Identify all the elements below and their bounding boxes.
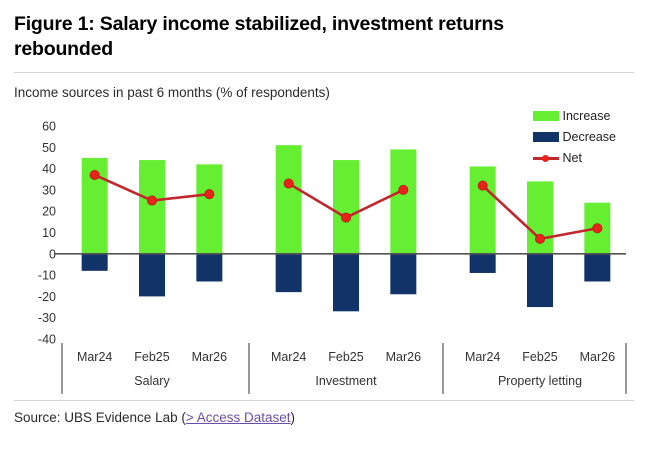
legend-label-net: Net [562, 151, 582, 166]
x-axis-tick-label: Mar24 [77, 350, 112, 364]
title-divider [14, 71, 634, 73]
net-data-point[interactable] [477, 180, 488, 191]
legend-swatch-net [532, 153, 559, 163]
x-axis-tick-label: Mar26 [386, 350, 421, 364]
source-prefix: Source: UBS Evidence Lab ( [14, 409, 186, 425]
plot-wrapper: Increase Decrease Net 60 50 40 30 20 10 0 -10 -2… [14, 104, 634, 394]
bar-increase[interactable] [139, 159, 165, 254]
legend-item-decrease[interactable]: Decrease [532, 127, 617, 148]
bar-decrease[interactable] [527, 253, 553, 307]
net-data-point[interactable] [592, 223, 603, 234]
y-axis-tick-label: -40 [38, 332, 56, 346]
x-axis-tick-label: Mar26 [192, 350, 227, 364]
bar-decrease[interactable] [390, 253, 417, 295]
bar-chart-svg[interactable]: 60 50 40 30 20 10 0 -10 -20 -30 -40 Mar24 Feb25 Mar26… [14, 104, 634, 394]
figure-subtitle: Income sources in past 6 months (% of re… [14, 84, 330, 100]
bar-increase[interactable] [390, 149, 417, 254]
net-data-point[interactable] [204, 189, 215, 200]
bar-decrease[interactable] [196, 253, 223, 282]
net-data-point[interactable] [283, 178, 294, 189]
y-axis-tick-label: 60 [42, 119, 56, 133]
legend-label-increase: Increase [562, 109, 611, 124]
bar-decrease[interactable] [81, 253, 108, 271]
x-axis-tick-label: Feb25 [134, 350, 169, 364]
bar-increase[interactable] [275, 145, 302, 254]
net-data-point[interactable] [89, 169, 100, 180]
net-data-point[interactable] [146, 195, 157, 206]
legend-label-decrease: Decrease [562, 130, 617, 145]
y-axis-tick-label: -10 [38, 269, 56, 283]
y-axis-tick-label: 20 [42, 205, 56, 219]
x-axis-group-label: Salary [134, 374, 170, 388]
y-axis-tick-label: 30 [42, 183, 56, 197]
bar-increase[interactable] [196, 164, 223, 254]
y-axis-tick-label: -20 [38, 290, 56, 304]
bar-decrease[interactable] [333, 253, 359, 312]
x-axis-group-label: Investment [315, 374, 377, 388]
x-axis-group-label: Property letting [498, 374, 582, 388]
y-axis-tick-label: 50 [42, 141, 56, 155]
source-suffix: ) [290, 409, 296, 425]
y-axis-tick-label: 40 [42, 162, 56, 176]
legend-swatch-decrease [532, 132, 559, 143]
y-axis-tick-label: 10 [42, 226, 56, 240]
y-axis-tick-label: 0 [49, 247, 56, 261]
x-axis-tick-label: Mar26 [580, 350, 615, 364]
bar-increase[interactable] [469, 166, 496, 254]
legend-item-increase[interactable]: Increase [532, 106, 617, 127]
net-data-point[interactable] [535, 233, 546, 244]
legend-swatch-increase [532, 111, 559, 122]
x-axis-tick-label: Feb25 [328, 350, 363, 364]
net-data-point[interactable] [340, 212, 351, 223]
source-note: Source: UBS Evidence Lab (> Access Datas… [14, 401, 634, 425]
bar-decrease[interactable] [139, 253, 165, 297]
legend-item-net[interactable]: Net [532, 148, 617, 169]
chart-legend: Increase Decrease Net [532, 106, 617, 169]
figure-title: Figure 1: Salary income stabilized, inve… [14, 13, 504, 60]
x-axis-tick-label: Mar24 [271, 350, 306, 364]
bar-decrease[interactable] [275, 253, 302, 293]
y-axis-tick-label: -30 [38, 311, 56, 325]
x-axis-tick-label: Feb25 [522, 350, 557, 364]
footer-divider [14, 399, 634, 401]
bar-increase[interactable] [333, 159, 359, 254]
chart-plot-area: 60 50 40 30 20 10 0 -10 -20 -30 -40 Mar24 Feb25 Mar26… [14, 104, 634, 394]
bar-decrease[interactable] [584, 253, 611, 282]
net-data-point[interactable] [398, 184, 409, 195]
x-axis-tick-label: Mar24 [465, 350, 500, 364]
access-dataset-link[interactable]: > Access Dataset [185, 409, 291, 425]
bar-decrease[interactable] [469, 253, 496, 273]
